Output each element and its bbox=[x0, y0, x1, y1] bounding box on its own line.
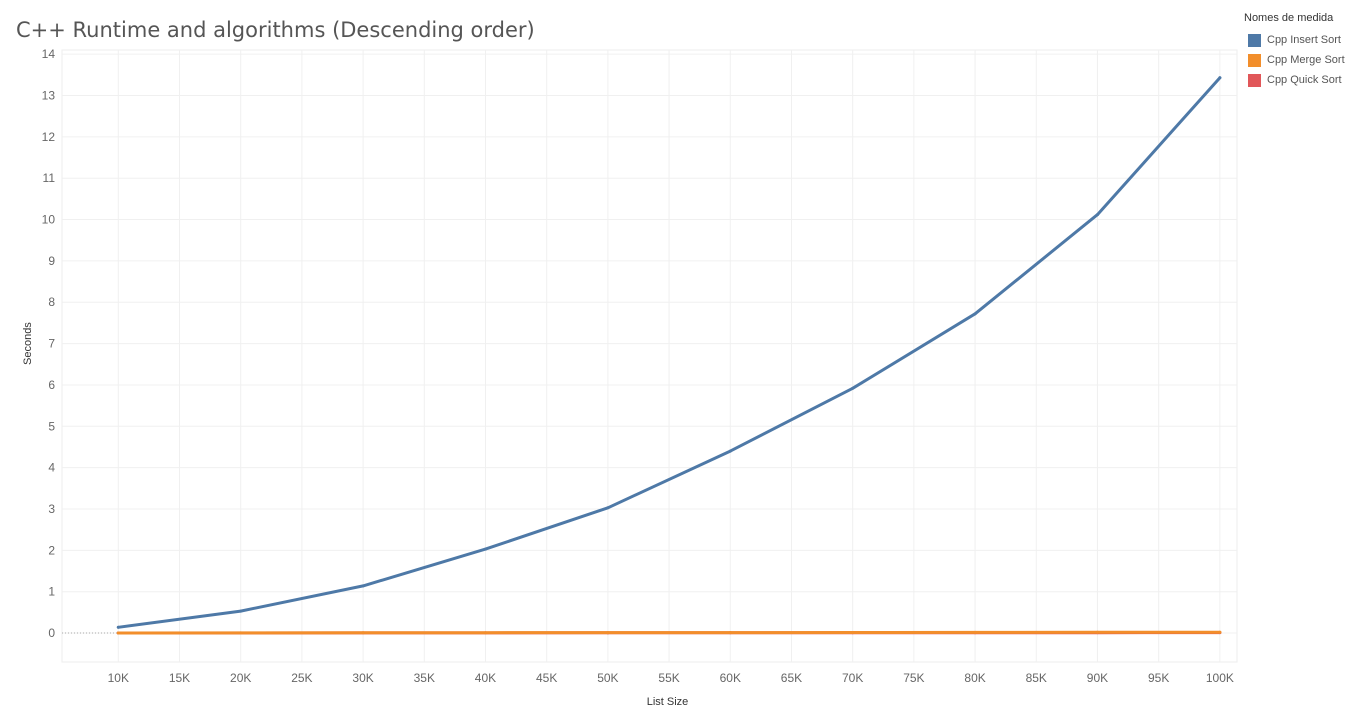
x-tick-label: 10K bbox=[108, 671, 129, 685]
x-tick-label: 45K bbox=[536, 671, 557, 685]
x-tick-label: 95K bbox=[1148, 671, 1169, 685]
y-tick-label: 8 bbox=[48, 295, 55, 309]
legend: Nomes de medida Cpp Insert Sort Cpp Merg… bbox=[1244, 12, 1364, 90]
legend-swatch-insert-sort bbox=[1248, 33, 1261, 47]
y-tick-label: 0 bbox=[48, 626, 55, 640]
x-tick-label: 55K bbox=[658, 671, 679, 685]
data-point-cpp-insert-sort bbox=[606, 506, 610, 510]
legend-label-quick-sort: Cpp Quick Sort bbox=[1267, 74, 1342, 86]
data-point-cpp-merge-sort bbox=[606, 631, 610, 635]
y-tick-label: 4 bbox=[48, 461, 55, 475]
data-point-cpp-insert-sort bbox=[728, 449, 732, 453]
data-point-cpp-insert-sort bbox=[361, 584, 365, 588]
x-tick-label: 80K bbox=[964, 671, 985, 685]
series-line-cpp-insert-sort bbox=[116, 76, 1222, 629]
data-point-cpp-merge-sort bbox=[1095, 630, 1099, 634]
data-point-cpp-merge-sort bbox=[239, 631, 243, 635]
legend-item-insert-sort[interactable]: Cpp Insert Sort bbox=[1244, 30, 1364, 50]
y-tick-label: 7 bbox=[48, 337, 55, 351]
legend-label-merge-sort: Cpp Merge Sort bbox=[1267, 54, 1345, 66]
data-point-cpp-merge-sort bbox=[1218, 630, 1222, 634]
y-tick-label: 10 bbox=[42, 213, 56, 227]
y-axis-title: Seconds bbox=[22, 322, 34, 365]
x-tick-label: 90K bbox=[1087, 671, 1108, 685]
data-point-cpp-merge-sort bbox=[361, 631, 365, 635]
plot-area bbox=[61, 49, 1238, 663]
y-tick-label: 11 bbox=[43, 171, 56, 185]
x-tick-label: 65K bbox=[781, 671, 802, 685]
x-tick-label: 25K bbox=[291, 671, 312, 685]
y-tick-label: 3 bbox=[48, 502, 55, 516]
data-point-cpp-insert-sort bbox=[973, 312, 977, 316]
data-point-cpp-merge-sort bbox=[116, 631, 120, 635]
data-point-cpp-insert-sort bbox=[483, 547, 487, 551]
legend-title: Nomes de medida bbox=[1244, 12, 1334, 24]
y-tick-label: 14 bbox=[42, 47, 56, 61]
legend-label-insert-sort: Cpp Insert Sort bbox=[1267, 34, 1341, 46]
legend-item-quick-sort[interactable]: Cpp Quick Sort bbox=[1244, 70, 1364, 90]
x-tick-label: 50K bbox=[597, 671, 618, 685]
data-point-cpp-merge-sort bbox=[728, 631, 732, 635]
series-line-cpp-merge-sort bbox=[116, 630, 1222, 635]
data-point-cpp-insert-sort bbox=[239, 609, 243, 613]
data-point-cpp-insert-sort bbox=[1218, 76, 1222, 80]
x-tick-label: 35K bbox=[414, 671, 435, 685]
data-point-cpp-merge-sort bbox=[973, 630, 977, 634]
x-tick-label: 15K bbox=[169, 671, 190, 685]
y-tick-label: 12 bbox=[42, 130, 56, 144]
x-tick-label: 70K bbox=[842, 671, 863, 685]
x-tick-label: 60K bbox=[720, 671, 741, 685]
y-tick-label: 5 bbox=[48, 419, 55, 433]
data-point-cpp-insert-sort bbox=[851, 386, 855, 390]
x-tick-label: 20K bbox=[230, 671, 251, 685]
x-tick-label: 85K bbox=[1026, 671, 1047, 685]
y-tick-label: 1 bbox=[48, 585, 55, 599]
data-point-cpp-insert-sort bbox=[116, 625, 120, 629]
x-axis-title: List Size bbox=[647, 696, 689, 708]
data-point-cpp-merge-sort bbox=[851, 630, 855, 634]
y-tick-label: 9 bbox=[48, 254, 55, 268]
x-tick-label: 100K bbox=[1206, 671, 1234, 685]
chart-title: C++ Runtime and algorithms (Descending o… bbox=[16, 18, 535, 42]
y-tick-label: 13 bbox=[42, 88, 56, 102]
legend-swatch-merge-sort bbox=[1248, 53, 1261, 67]
y-tick-label: 6 bbox=[48, 378, 55, 392]
legend-swatch-quick-sort bbox=[1248, 73, 1261, 87]
y-tick-label: 2 bbox=[48, 543, 55, 557]
x-tick-label: 75K bbox=[903, 671, 924, 685]
legend-item-merge-sort[interactable]: Cpp Merge Sort bbox=[1244, 50, 1364, 70]
data-point-cpp-insert-sort bbox=[1095, 213, 1099, 217]
data-point-cpp-merge-sort bbox=[483, 631, 487, 635]
x-tick-label: 30K bbox=[352, 671, 373, 685]
x-tick-label: 40K bbox=[475, 671, 496, 685]
